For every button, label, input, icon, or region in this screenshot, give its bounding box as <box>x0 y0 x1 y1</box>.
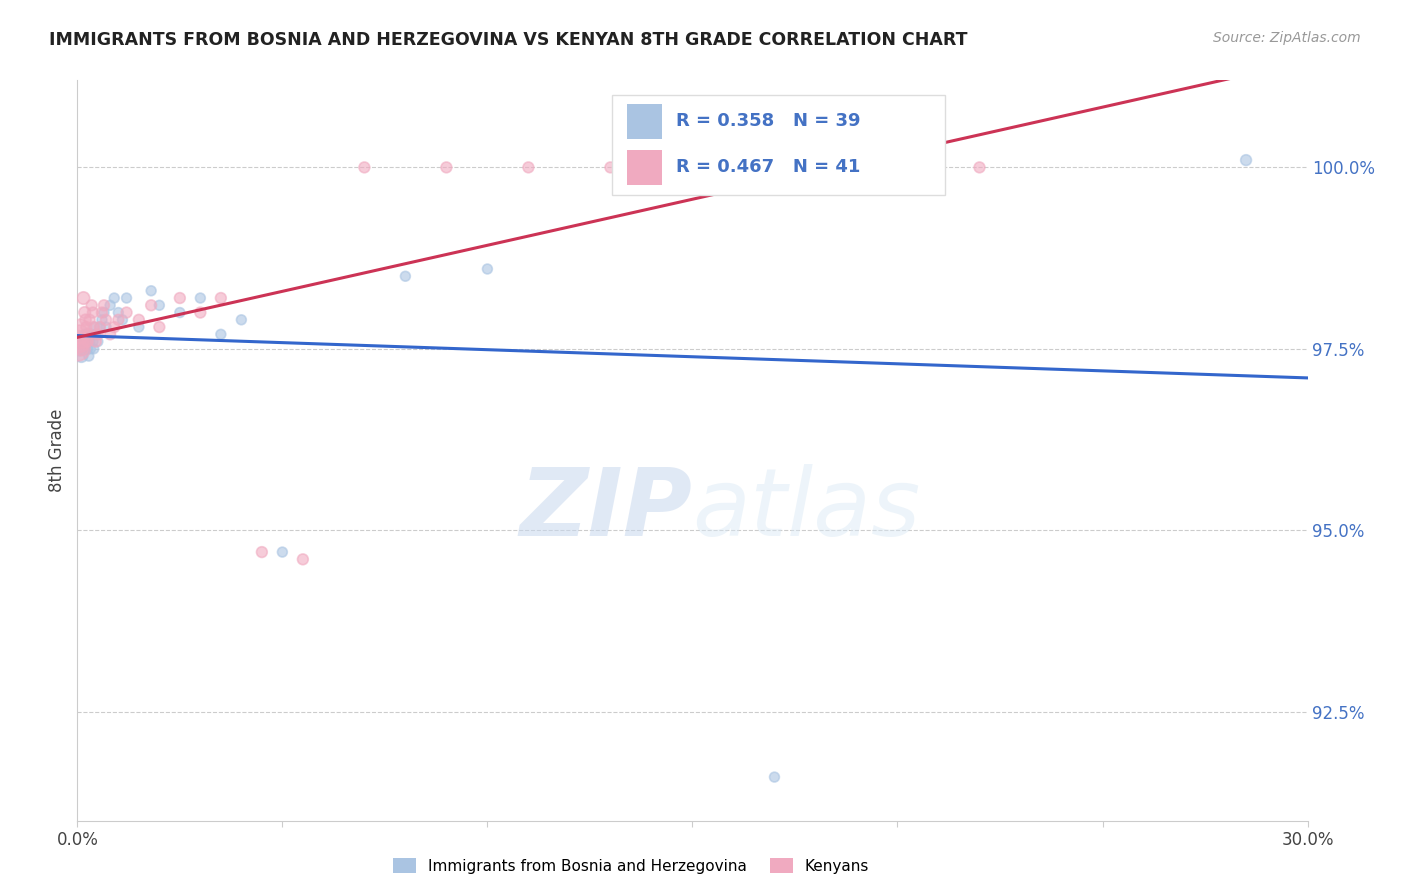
Point <box>98 298 121 312</box>
Point <box>67 342 90 356</box>
Point <box>148 320 170 334</box>
Point <box>250 545 273 559</box>
Point <box>103 291 125 305</box>
Point <box>115 305 138 319</box>
Point <box>477 262 499 277</box>
Point <box>969 161 991 175</box>
Point <box>70 349 93 363</box>
Point <box>128 320 150 334</box>
Point <box>115 291 138 305</box>
Text: R = 0.358   N = 39: R = 0.358 N = 39 <box>676 112 860 130</box>
Point <box>271 545 294 559</box>
Point <box>76 334 98 349</box>
Point <box>83 342 105 356</box>
FancyBboxPatch shape <box>627 150 662 185</box>
Point <box>79 342 101 356</box>
Point <box>75 334 97 349</box>
Point <box>89 320 111 334</box>
Point <box>82 334 104 349</box>
Point <box>94 320 117 334</box>
Point <box>107 305 129 319</box>
Point <box>69 327 91 342</box>
Point <box>79 313 101 327</box>
FancyBboxPatch shape <box>627 103 662 139</box>
Point <box>93 298 115 312</box>
Point <box>1234 153 1257 168</box>
Point <box>111 313 134 327</box>
Point <box>84 327 107 342</box>
Point <box>209 291 232 305</box>
Point <box>291 552 314 566</box>
Point <box>67 334 90 349</box>
Point <box>436 161 458 175</box>
Text: IMMIGRANTS FROM BOSNIA AND HERZEGOVINA VS KENYAN 8TH GRADE CORRELATION CHART: IMMIGRANTS FROM BOSNIA AND HERZEGOVINA V… <box>49 31 967 49</box>
Point <box>87 334 110 349</box>
Point <box>72 334 94 349</box>
Point <box>763 770 786 784</box>
Point <box>517 161 540 175</box>
Y-axis label: 8th Grade: 8th Grade <box>48 409 66 492</box>
Point <box>77 327 100 342</box>
Point <box>80 298 103 312</box>
Point <box>128 313 150 327</box>
Point <box>148 298 170 312</box>
Point <box>98 327 121 342</box>
Point <box>76 342 98 356</box>
Point <box>89 320 111 334</box>
Point <box>79 334 101 349</box>
Point <box>90 313 114 327</box>
Point <box>75 313 97 327</box>
Point <box>77 349 100 363</box>
Text: Source: ZipAtlas.com: Source: ZipAtlas.com <box>1213 31 1361 45</box>
Text: R = 0.467   N = 41: R = 0.467 N = 41 <box>676 158 860 177</box>
Point <box>73 305 96 319</box>
Point <box>188 305 212 319</box>
Point <box>353 161 375 175</box>
Point <box>599 161 621 175</box>
Point <box>107 313 129 327</box>
Point <box>93 305 115 319</box>
Point <box>72 291 94 305</box>
Legend: Immigrants from Bosnia and Herzegovina, Kenyans: Immigrants from Bosnia and Herzegovina, … <box>387 852 876 880</box>
Point <box>169 305 191 319</box>
Point <box>209 327 232 342</box>
Point <box>69 334 91 349</box>
Point <box>723 161 745 175</box>
Point <box>169 291 191 305</box>
Point <box>80 327 103 342</box>
Point <box>188 291 212 305</box>
Point <box>231 313 253 327</box>
Point <box>70 342 93 356</box>
Point <box>70 342 93 356</box>
Point <box>141 298 163 312</box>
Point <box>75 320 97 334</box>
Point <box>73 342 96 356</box>
Point <box>83 320 105 334</box>
Point <box>90 305 114 319</box>
Point <box>845 161 868 175</box>
Point <box>67 342 90 356</box>
Point <box>84 334 107 349</box>
Point <box>70 334 93 349</box>
Point <box>94 313 117 327</box>
Point <box>103 320 125 334</box>
Point <box>75 327 97 342</box>
FancyBboxPatch shape <box>613 95 945 195</box>
Point <box>141 284 163 298</box>
Text: ZIP: ZIP <box>520 464 693 556</box>
Point <box>82 305 104 319</box>
Point <box>69 320 91 334</box>
Text: atlas: atlas <box>693 464 921 555</box>
Point <box>83 320 105 334</box>
Point <box>394 269 416 284</box>
Point <box>87 327 110 342</box>
